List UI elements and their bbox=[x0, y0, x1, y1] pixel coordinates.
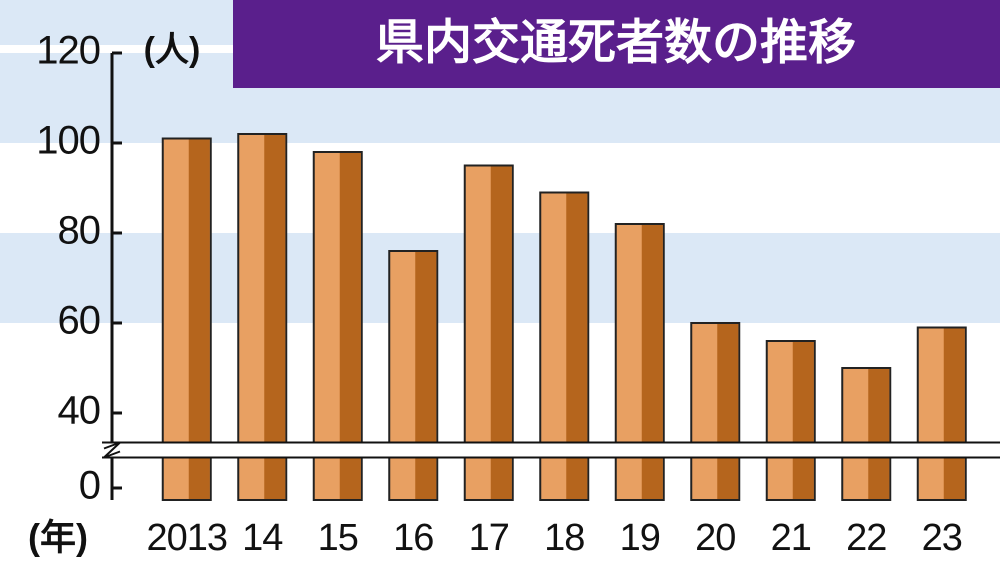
bar-shade bbox=[490, 166, 512, 499]
x-tick-label: 19 bbox=[620, 517, 660, 559]
axis-break-zigzag bbox=[103, 441, 121, 459]
bar-shade bbox=[717, 324, 739, 499]
y-tick-label: 0 bbox=[79, 464, 100, 508]
axis-break bbox=[0, 442, 1000, 458]
x-unit-label: (年) bbox=[28, 517, 88, 558]
bar-shade bbox=[264, 135, 286, 499]
bar-shade bbox=[868, 369, 890, 499]
y-tick-label: 100 bbox=[36, 119, 100, 163]
background-band bbox=[0, 0, 233, 45]
x-tick-label: 20 bbox=[695, 517, 735, 559]
bar-shade bbox=[943, 328, 965, 499]
y-tick-label: 120 bbox=[36, 29, 100, 73]
chart-title: 県内交通死者数の推移 bbox=[376, 17, 856, 70]
bar-shade bbox=[188, 139, 210, 499]
plot: 2013 14 15 16 17 18 19 20 21 22 23 0 40 60 80 100 120 bbox=[0, 29, 1000, 559]
bar-shade bbox=[641, 225, 663, 499]
x-tick-label: 18 bbox=[544, 517, 584, 559]
x-tick-label: 17 bbox=[469, 517, 509, 559]
x-tick-label: 14 bbox=[242, 517, 283, 559]
title-box bbox=[233, 0, 1000, 88]
bar-shade bbox=[566, 193, 588, 499]
x-tick-label: 21 bbox=[771, 517, 811, 559]
bar-shade bbox=[339, 153, 361, 499]
y-unit-label: (人) bbox=[144, 31, 201, 69]
x-tick-label: 2013 bbox=[146, 517, 227, 559]
x-tick-label: 23 bbox=[922, 517, 962, 559]
y-tick-label: 80 bbox=[58, 209, 101, 253]
x-tick-label: 22 bbox=[846, 517, 886, 559]
x-tick-label: 15 bbox=[318, 517, 358, 559]
y-tick-label: 60 bbox=[58, 299, 101, 343]
bar-shade bbox=[415, 252, 437, 499]
y-tick-label: 40 bbox=[58, 389, 101, 433]
bar-shade bbox=[792, 342, 814, 499]
x-tick-label: 16 bbox=[393, 517, 433, 559]
